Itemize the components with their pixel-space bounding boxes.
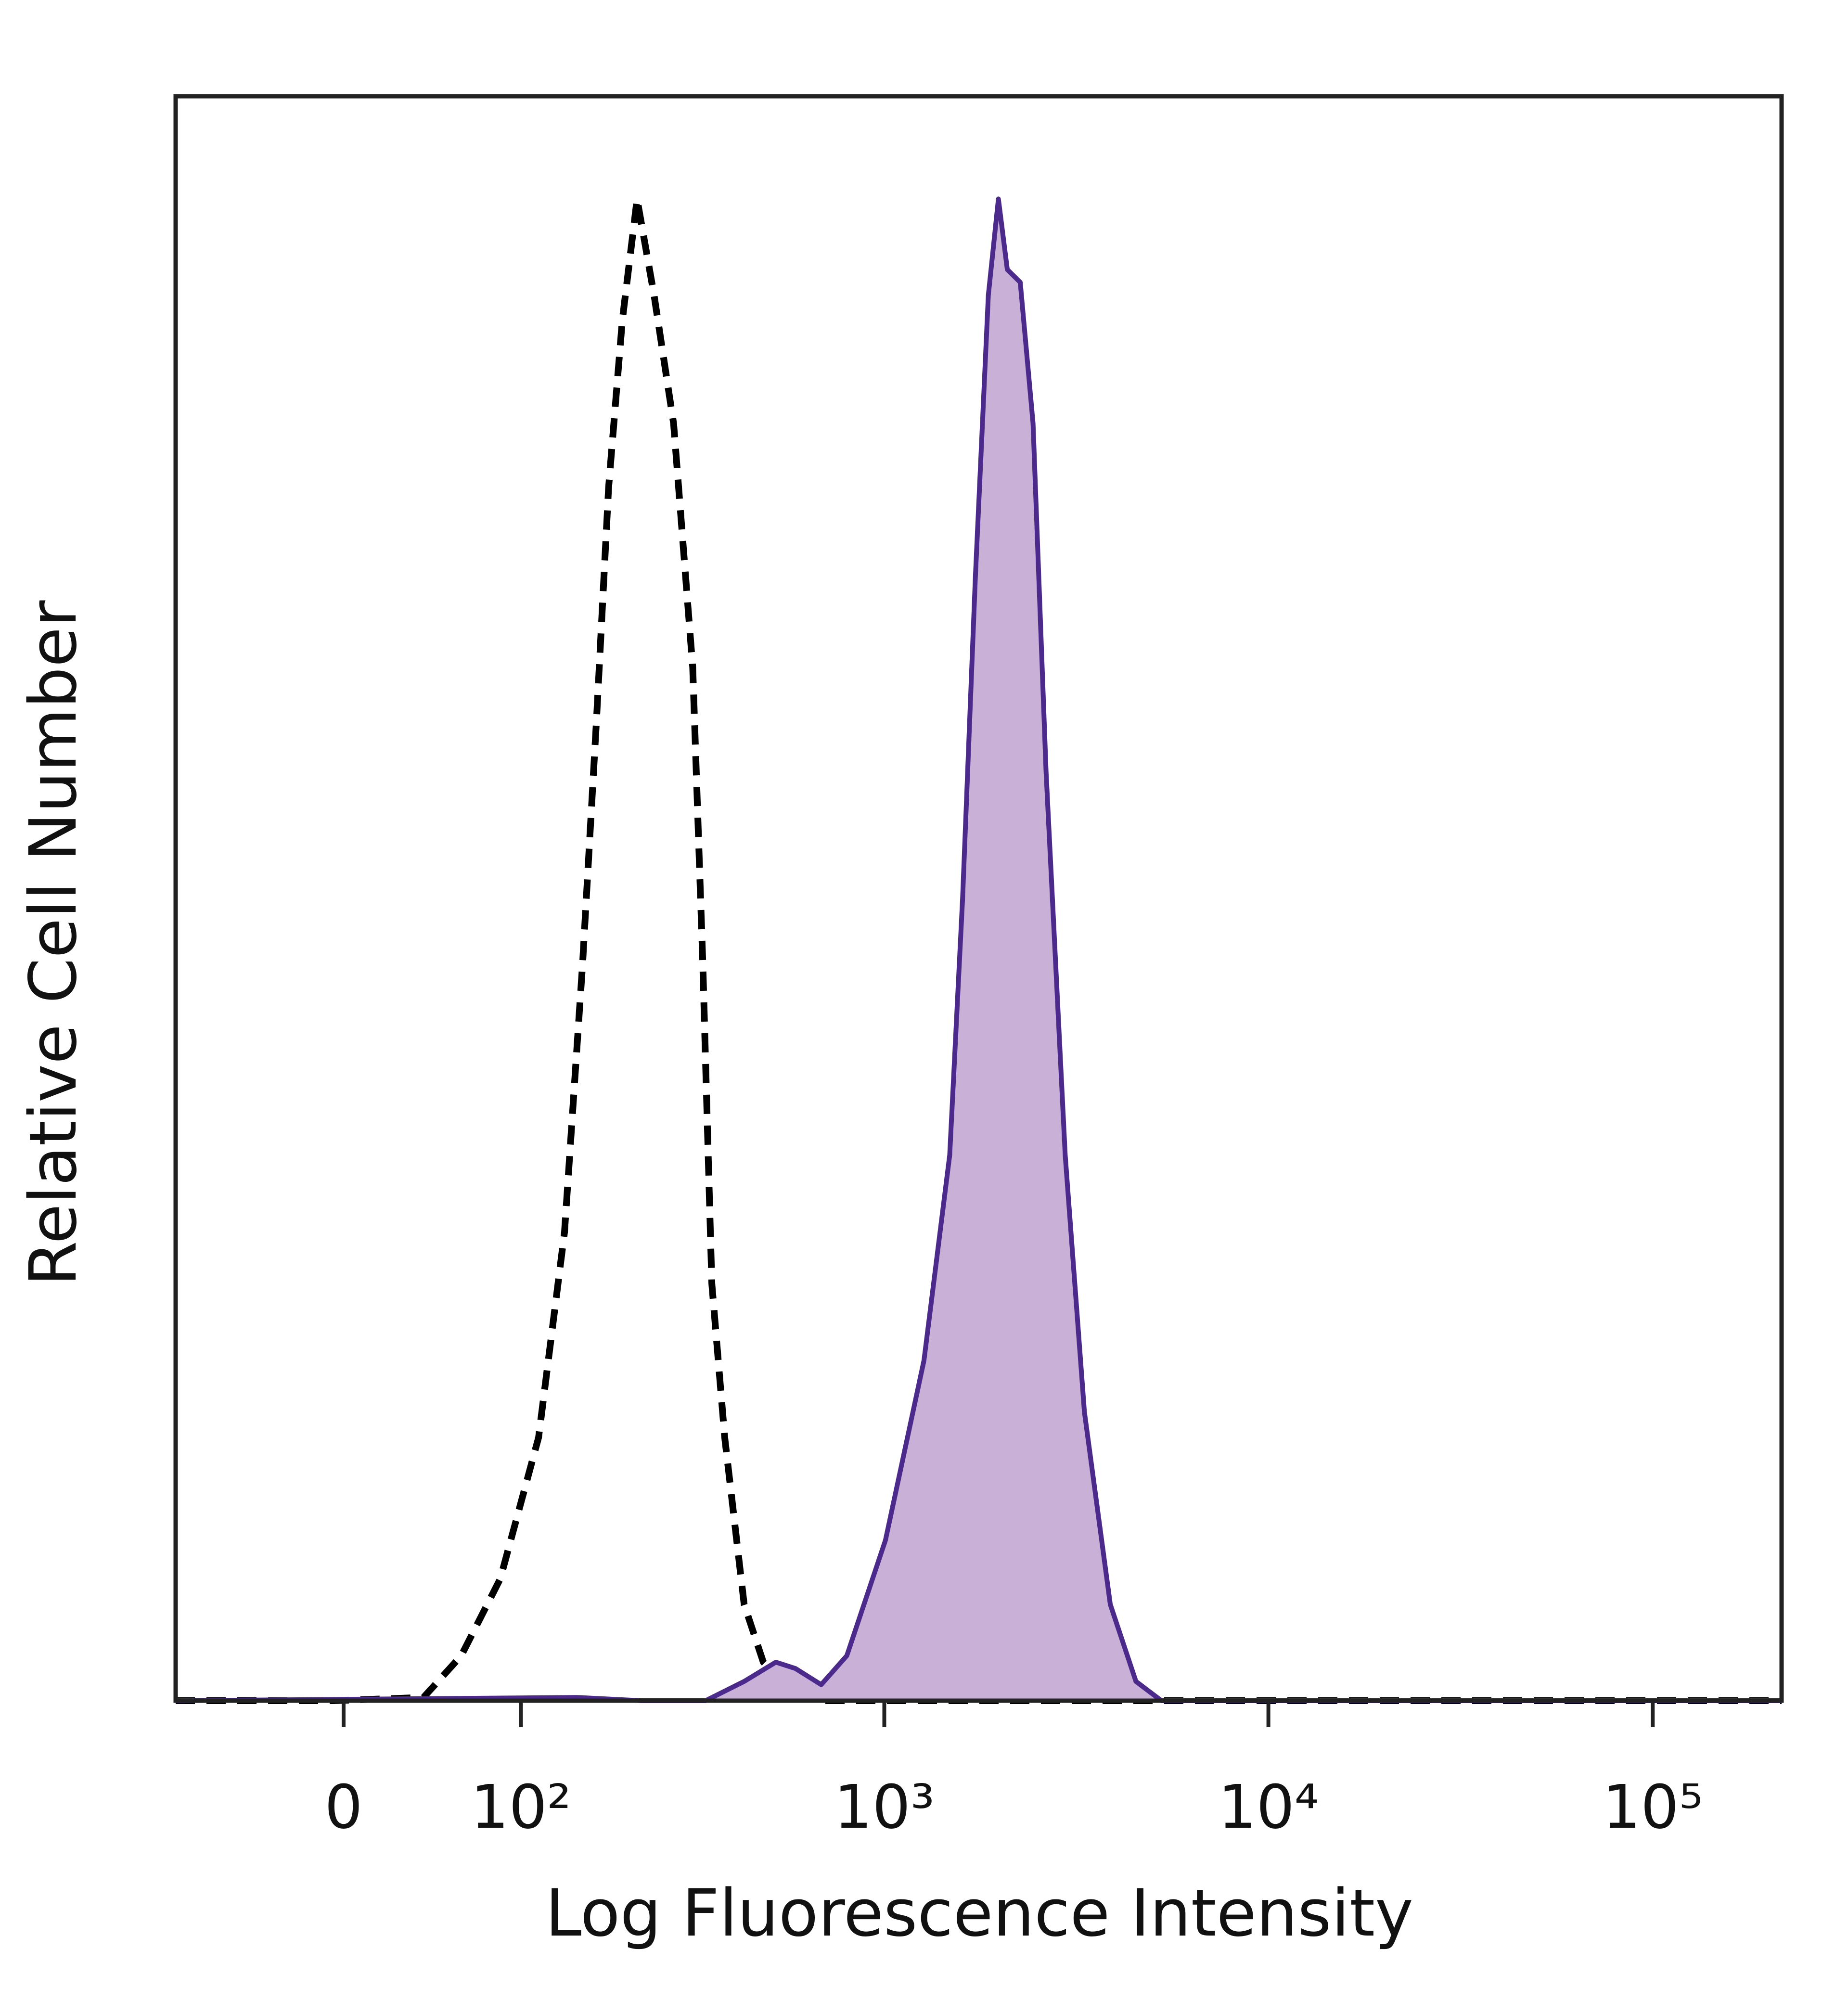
x-tick-label: 0 bbox=[324, 1772, 363, 1842]
x-tick-label: 10⁵ bbox=[1603, 1772, 1703, 1842]
x-tick-label: 10⁴ bbox=[1218, 1772, 1319, 1842]
histogram-line bbox=[176, 195, 1782, 1704]
area bbox=[176, 199, 1782, 1701]
x-tick-label: 10² bbox=[471, 1772, 571, 1842]
y-axis-label: Relative Cell Number bbox=[15, 600, 91, 1286]
x-tick-label: 10³ bbox=[834, 1772, 935, 1842]
plot-frame bbox=[173, 94, 1784, 1703]
histogram-line bbox=[175, 196, 1782, 1703]
x-axis-label: Log Fluorescence Intensity bbox=[545, 1875, 1413, 1951]
